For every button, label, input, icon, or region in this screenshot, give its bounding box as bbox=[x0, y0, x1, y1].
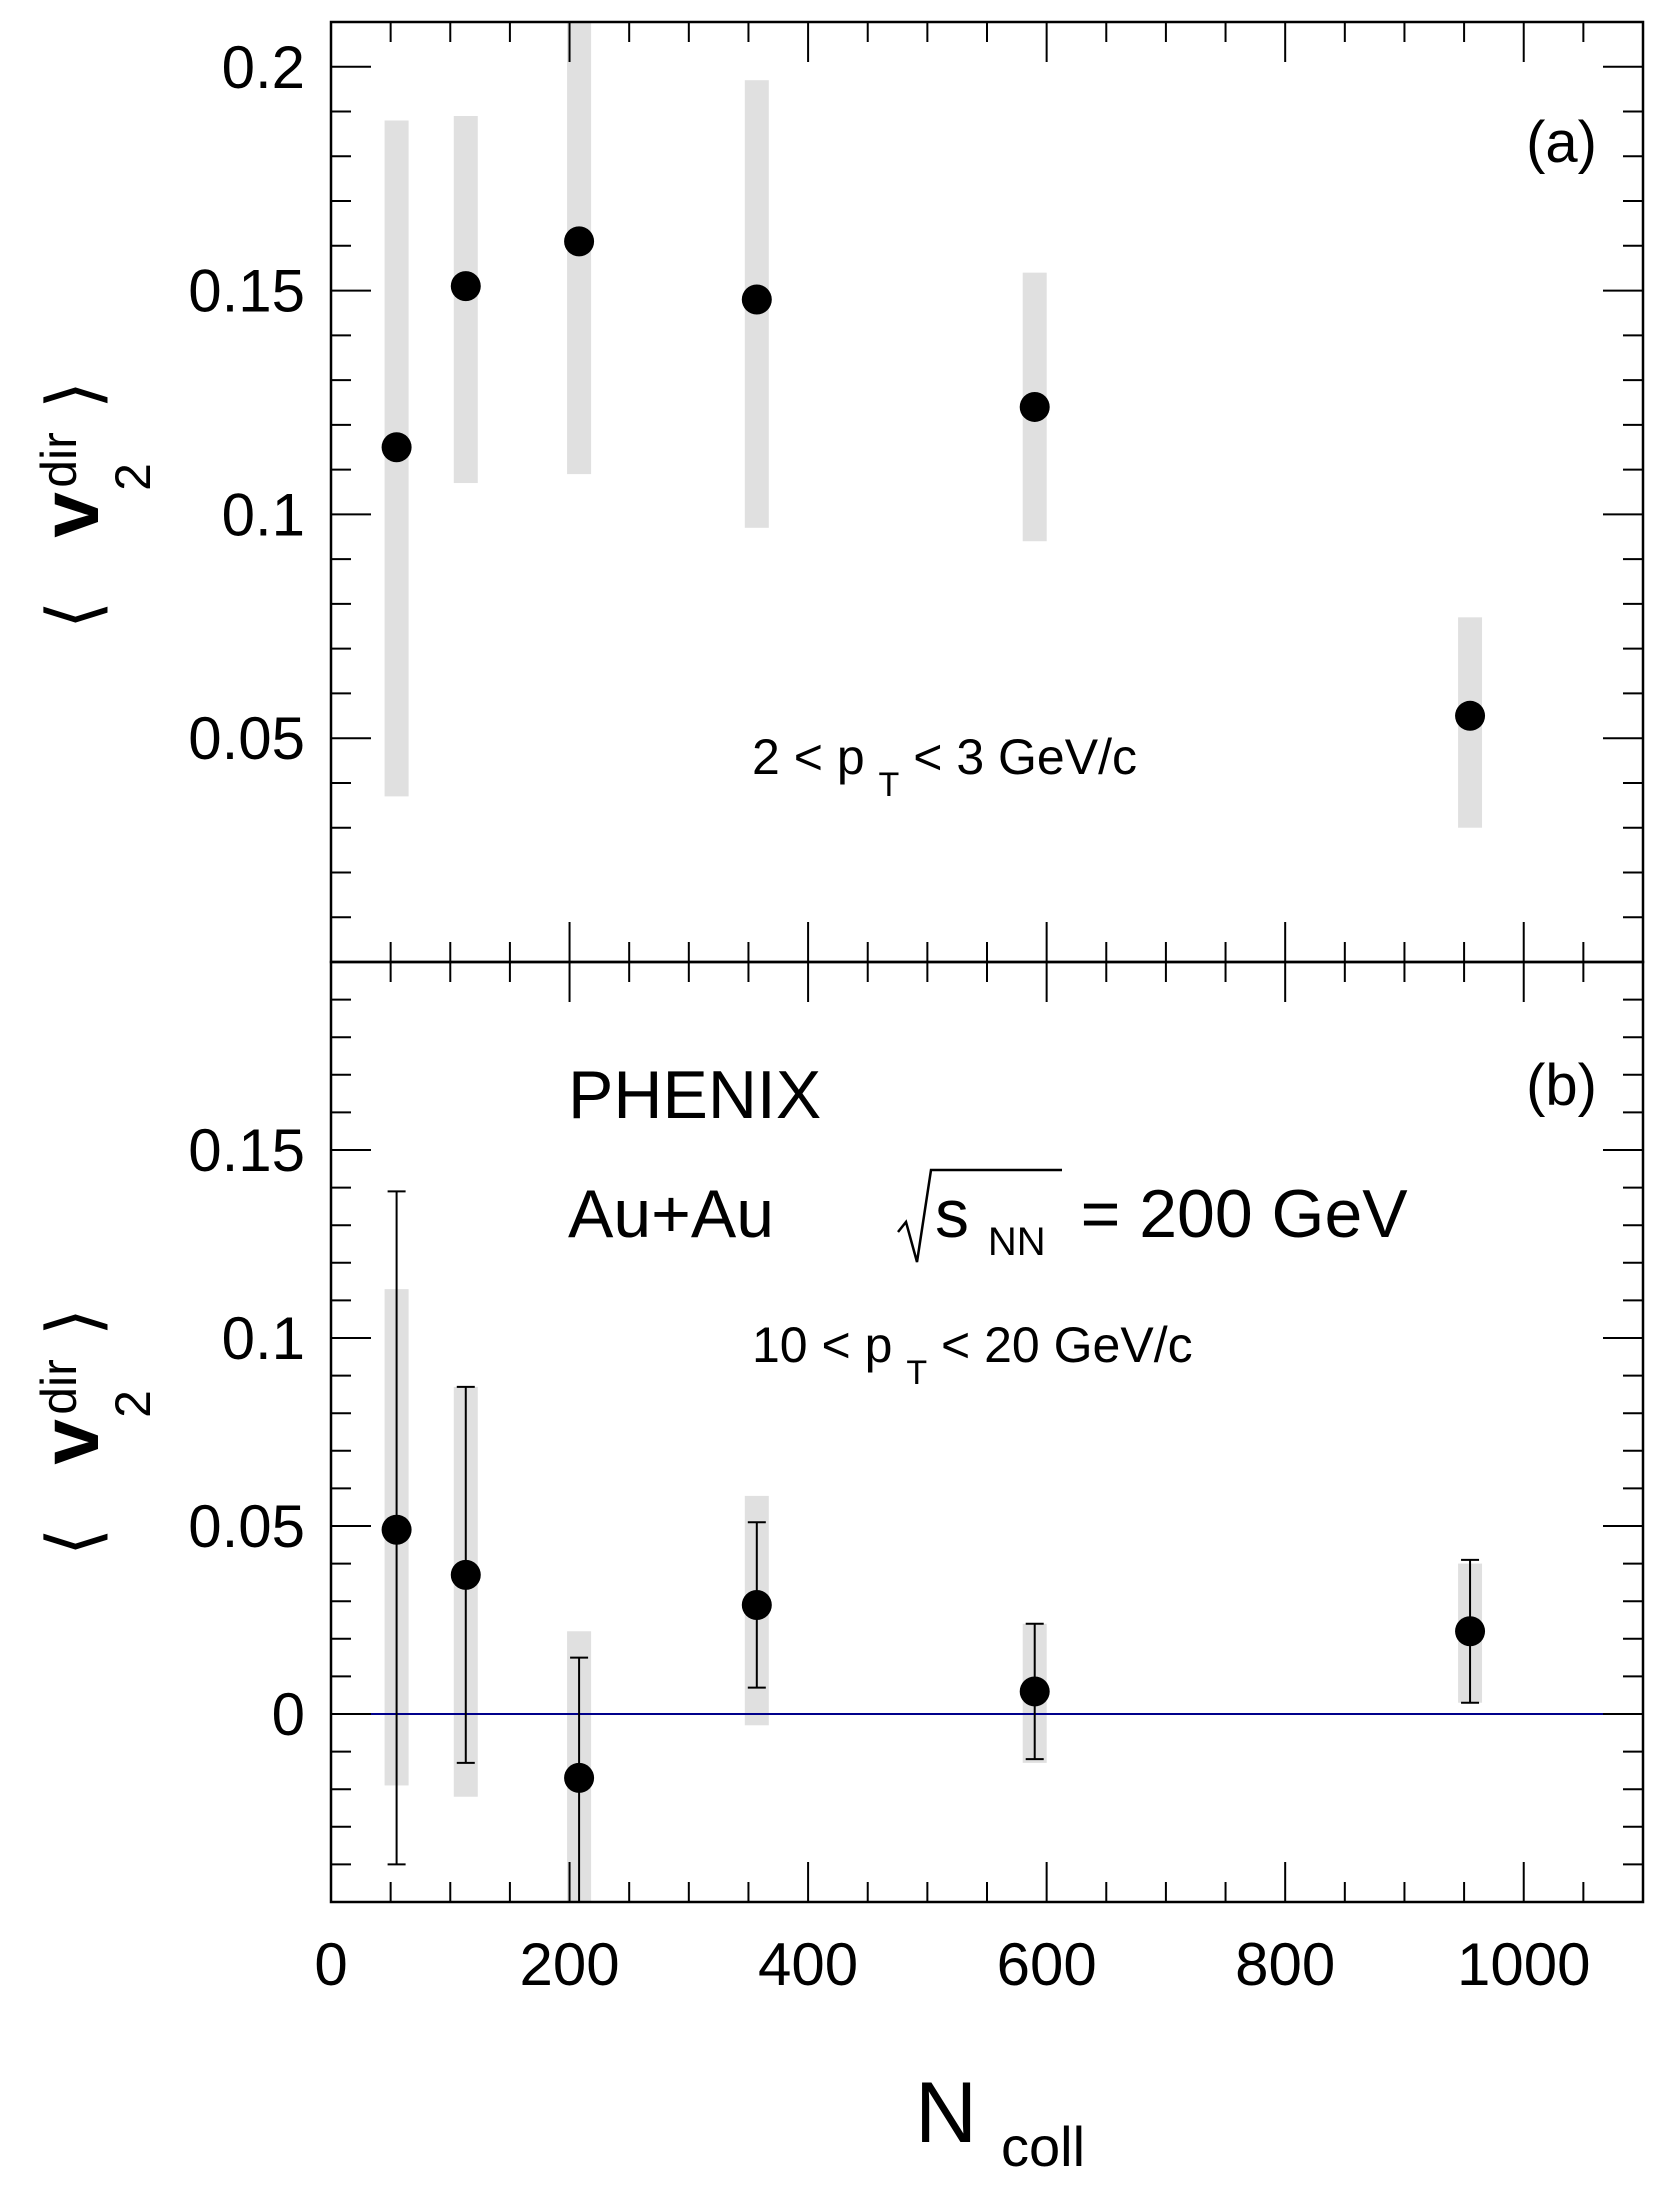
panel-b-pt-range: 10 < p T < 20 GeV/c bbox=[752, 1317, 1193, 1395]
panel-a-label: (a) bbox=[1526, 110, 1597, 175]
data-point bbox=[450, 271, 481, 302]
y-tick-label: 0.15 bbox=[188, 1117, 305, 1184]
data-point bbox=[741, 1589, 772, 1620]
data-point bbox=[381, 1514, 412, 1545]
experiment-label: PHENIX bbox=[568, 1057, 821, 1133]
y-tick-label: 0 bbox=[272, 1681, 305, 1748]
sqrt-sign bbox=[897, 1168, 1062, 1263]
panel-a-sys-bands bbox=[384, 22, 1483, 828]
panel-b-ylabel-left-angle: ⟨ bbox=[34, 1528, 114, 1556]
collision-energy: s NN = 200 GeV bbox=[935, 1176, 1408, 1270]
data-point bbox=[741, 284, 772, 315]
data-point bbox=[1019, 1676, 1050, 1707]
data-point bbox=[564, 226, 595, 257]
panel-b-ticks bbox=[331, 962, 1643, 1902]
data-point bbox=[1455, 1616, 1486, 1647]
panel-b-markers bbox=[381, 1514, 1486, 1793]
x-tick-label: 1000 bbox=[1457, 1931, 1590, 1998]
x-tick-label: 800 bbox=[1235, 1931, 1335, 1998]
panel-a-ylabel-right-angle: ⟩ bbox=[34, 381, 114, 409]
data-point bbox=[1019, 391, 1050, 422]
panel-a-ylabel: ⟨ v dir 2 ⟩ bbox=[25, 381, 161, 629]
panel-b-ylabel-sup: dir bbox=[31, 1359, 87, 1415]
panel-b: 0 0.05 0.1 0.15 0 200 400 600 800 1000 (b) PHENI… bbox=[25, 960, 1645, 2178]
panel-a-pt-range: 2 < p T < 3 GeV/c bbox=[752, 729, 1137, 807]
panel-a-ylabel-left-angle: ⟨ bbox=[34, 601, 114, 629]
panel-b-frame bbox=[329, 960, 1645, 1904]
panel-b-ytick-labels: 0 0.05 0.1 0.15 bbox=[188, 1117, 305, 1748]
panel-a-markers bbox=[381, 226, 1486, 731]
y-tick-label: 0.2 bbox=[222, 34, 305, 101]
y-tick-label: 0.15 bbox=[188, 258, 305, 325]
panel-a-ylabel-sup: dir bbox=[31, 432, 87, 488]
y-tick-label: 0.1 bbox=[222, 1305, 305, 1372]
data-point bbox=[381, 432, 412, 463]
panel-b-ylabel: ⟨ v dir 2 ⟩ bbox=[25, 1308, 161, 1556]
x-axis-title: N coll bbox=[915, 2065, 1085, 2178]
panel-a-ylabel-v: v bbox=[25, 492, 116, 538]
y-tick-label: 0.1 bbox=[222, 481, 305, 548]
y-tick-label: 0.05 bbox=[188, 1493, 305, 1560]
panel-a-frame bbox=[329, 20, 1645, 964]
panel-a-ytick-labels: 0.05 0.1 0.15 0.2 bbox=[188, 34, 305, 772]
x-tick-label: 0 bbox=[314, 1931, 347, 1998]
data-point bbox=[1455, 700, 1486, 731]
x-tick-label: 600 bbox=[997, 1931, 1097, 1998]
data-point bbox=[564, 1762, 595, 1793]
panel-a: 0.05 0.1 0.15 0.2 (a) 2 < p T < 3 GeV/c ⟨ v… bbox=[25, 20, 1645, 964]
x-tick-label: 200 bbox=[519, 1931, 619, 1998]
collision-system: Au+Au bbox=[568, 1176, 774, 1252]
panel-b-label: (b) bbox=[1526, 1053, 1597, 1118]
panel-b-ylabel-v: v bbox=[25, 1419, 116, 1465]
panel-b-ylabel-right-angle: ⟩ bbox=[34, 1308, 114, 1336]
panel-a-ticks bbox=[331, 22, 1643, 962]
panel-b-stat-error-bars bbox=[387, 1190, 1480, 1903]
x-tick-label: 400 bbox=[758, 1931, 858, 1998]
panel-b-xtick-labels: 0 200 400 600 800 1000 bbox=[314, 1931, 1590, 1998]
panel-b-ylabel-sub: 2 bbox=[105, 1390, 161, 1418]
data-point bbox=[450, 1559, 481, 1590]
y-tick-label: 0.05 bbox=[188, 705, 305, 772]
panel-a-ylabel-sub: 2 bbox=[105, 463, 161, 491]
